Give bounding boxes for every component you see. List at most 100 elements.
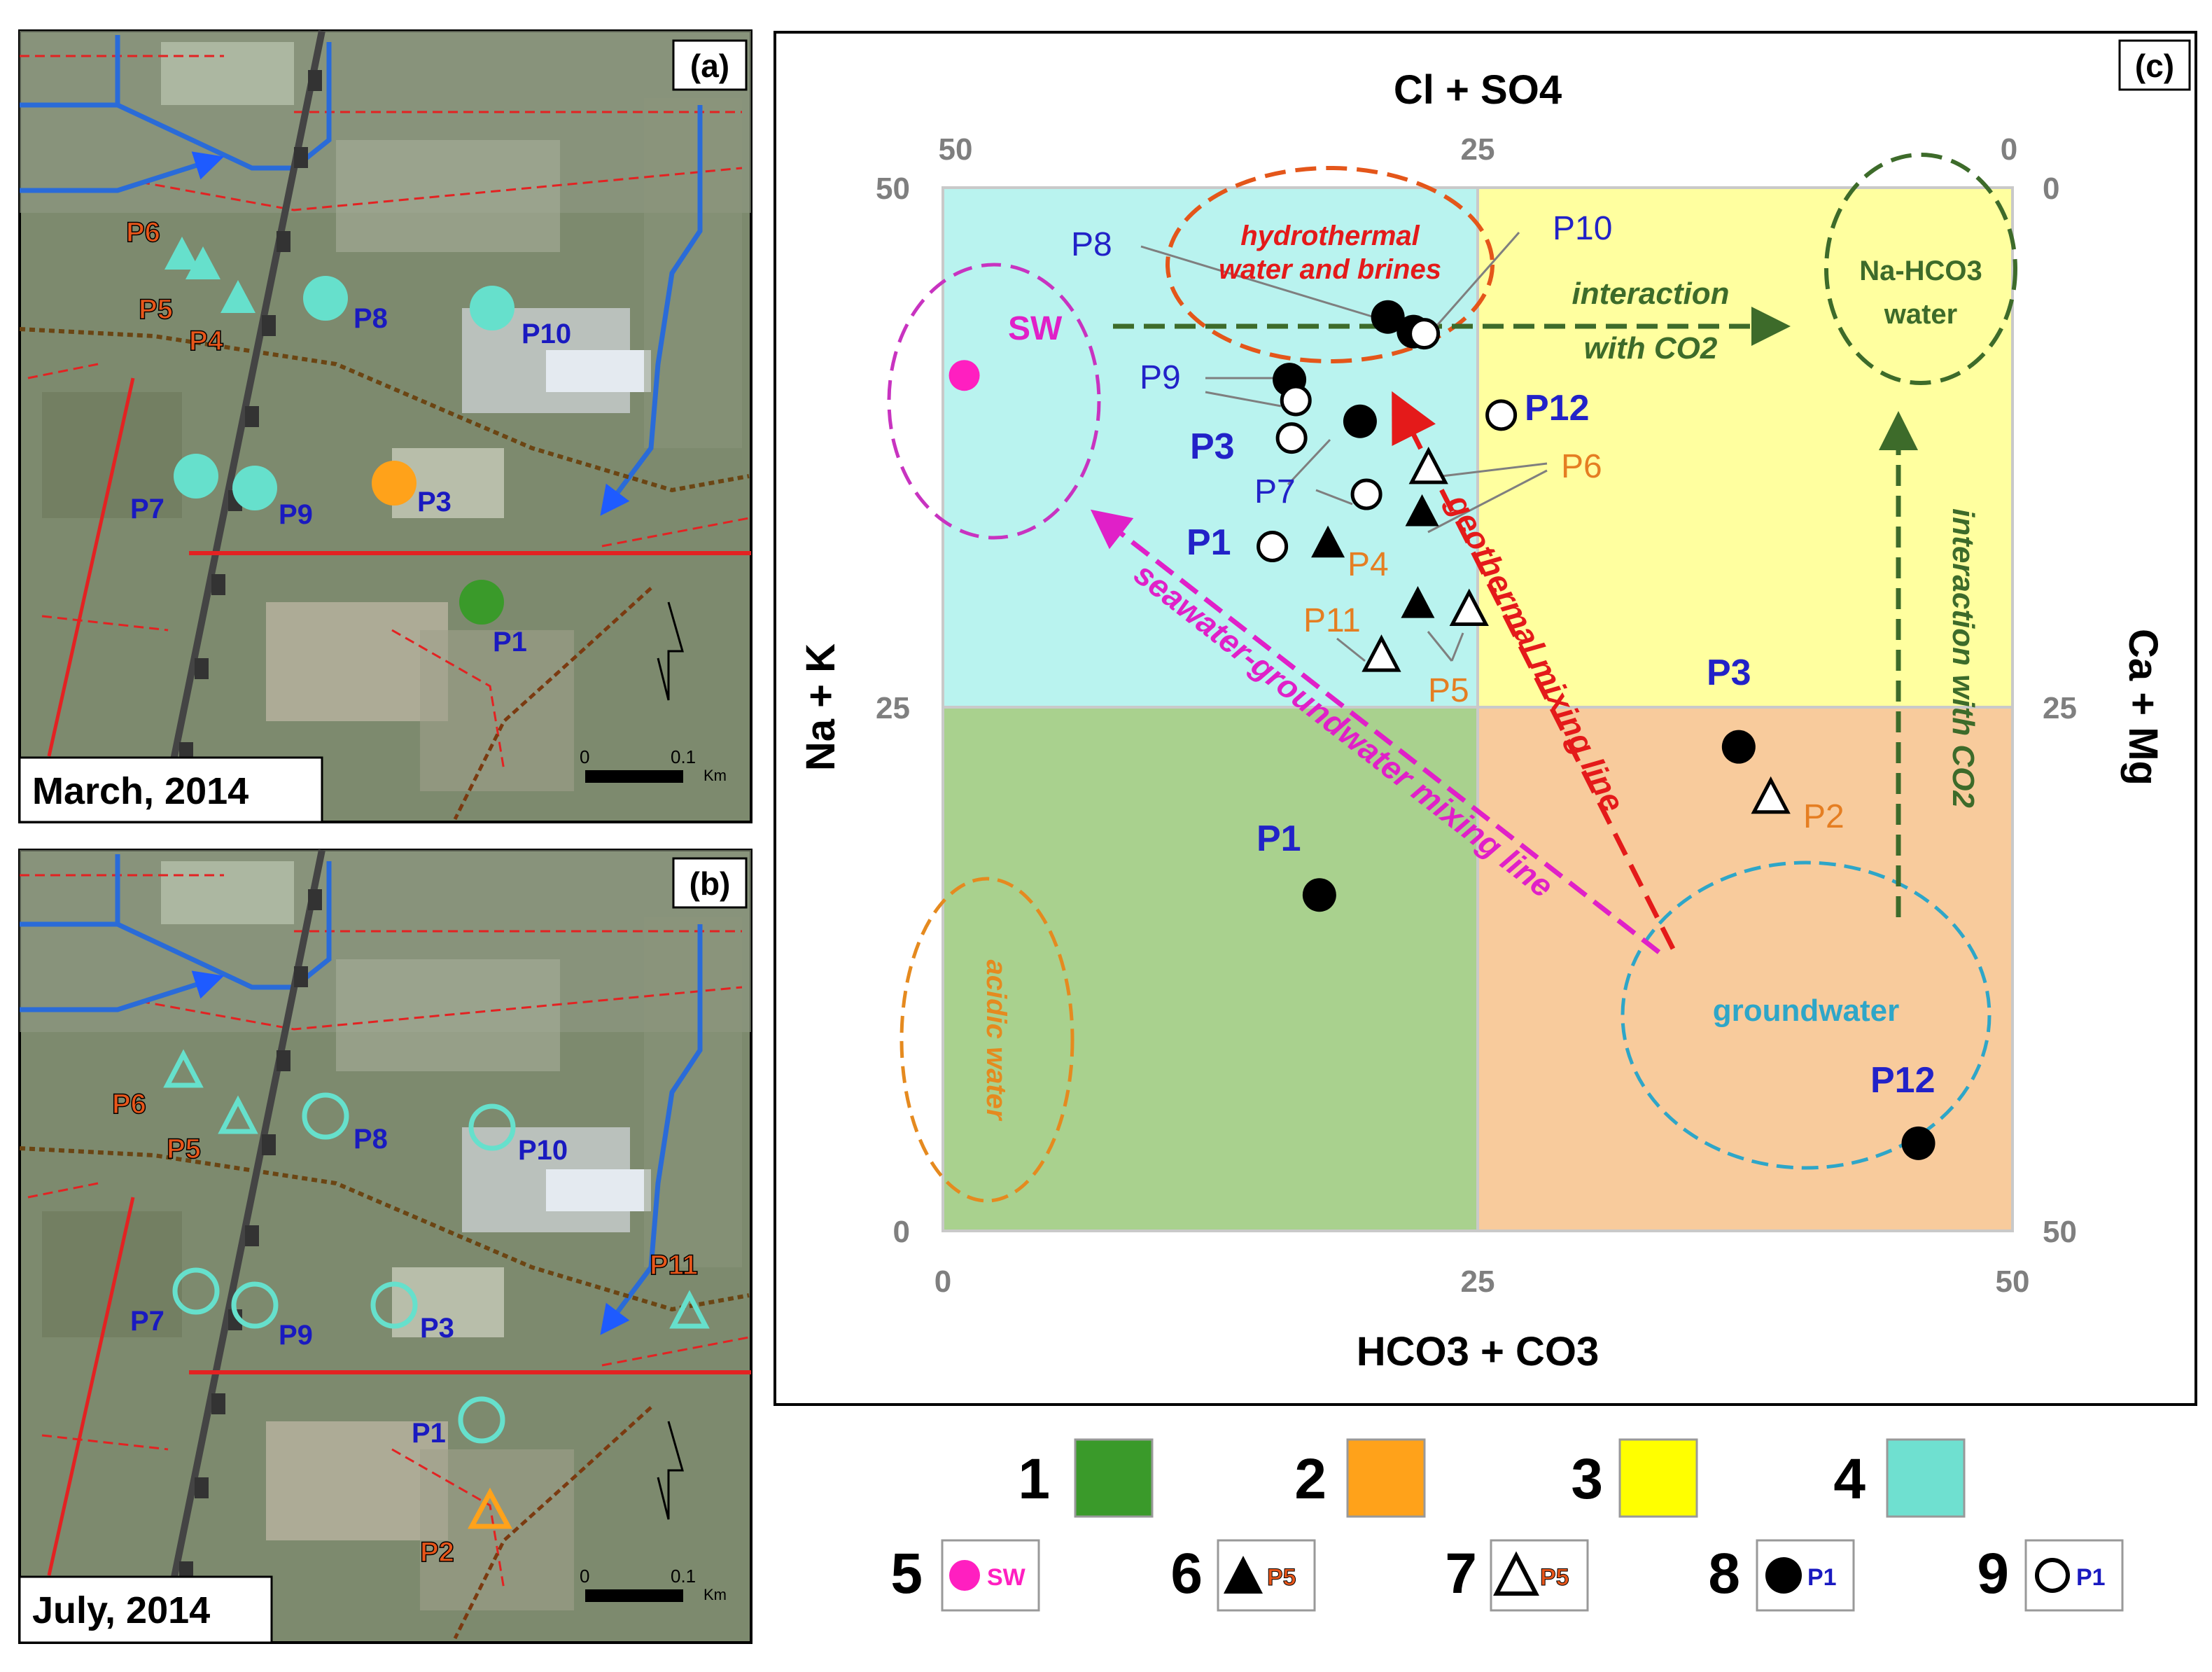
map-point-p9	[231, 1281, 279, 1329]
svg-text:P1: P1	[1807, 1564, 1837, 1591]
map-label-p7: P7	[130, 494, 164, 524]
data-point-p12-circle-open	[1485, 399, 1518, 431]
svg-text:groundwater: groundwater	[1713, 994, 1899, 1028]
map-point-p6	[163, 1049, 204, 1088]
map-point-p6	[164, 237, 200, 270]
scale-bar: 0 0.1 Km	[580, 746, 727, 784]
svg-text:50: 50	[1996, 1265, 2030, 1299]
map-label-p6: P6	[112, 1089, 146, 1120]
sw-ellipse	[887, 263, 1101, 540]
data-point-p3-circle-filled	[1343, 404, 1377, 438]
label-sw: SW	[1008, 310, 1063, 347]
seawater-mixing-arrow	[1090, 509, 1661, 954]
label-p1: P1	[1186, 522, 1231, 563]
map-point-p7	[172, 1267, 220, 1315]
svg-text:Na-HCO3: Na-HCO3	[1859, 256, 1982, 286]
label-p7: P7	[1254, 473, 1296, 510]
svg-text:9: 9	[1977, 1542, 2009, 1605]
map-label-p8: P8	[354, 1124, 388, 1155]
north-arrow-icon	[657, 601, 684, 701]
data-point-p8-circle-filled	[1371, 300, 1405, 334]
axis-title-right: Ca + Mg	[2120, 629, 2166, 786]
map-panel-a: 0 0.1 Km (a) March, 2014 P6 P5 P4 P8 P10	[18, 29, 752, 823]
data-point-p1-circle-filled	[1302, 878, 1336, 912]
data-point-p1-circle-open	[1256, 531, 1289, 563]
map-point-p9	[232, 466, 277, 510]
svg-text:0: 0	[580, 746, 589, 767]
axis-title-top: Cl + SO4	[1394, 67, 1562, 113]
label-p10: P10	[1553, 210, 1612, 247]
map-point-p1	[458, 1396, 505, 1444]
label-p5: P5	[1428, 672, 1469, 709]
scale-bar: 0 0.1 Km	[580, 1566, 727, 1603]
data-point-p2-triangle-open	[1751, 776, 1791, 814]
svg-text:P5: P5	[1540, 1564, 1569, 1591]
svg-text:interaction: interaction	[1572, 277, 1730, 311]
map-point-p7	[174, 454, 218, 499]
svg-text:SW: SW	[987, 1564, 1026, 1591]
map-point-p10	[468, 1103, 516, 1151]
map-label-p1: P1	[412, 1418, 446, 1449]
svg-text:0.1: 0.1	[671, 746, 696, 767]
svg-text:50: 50	[939, 132, 973, 167]
data-point-sw-sw	[948, 360, 980, 391]
map-point-p8	[303, 276, 348, 321]
map-point-p3	[372, 461, 416, 506]
svg-text:0: 0	[893, 1215, 910, 1249]
data-point-p5-triangle-open	[1449, 588, 1489, 627]
label-p4: P4	[1348, 546, 1389, 583]
svg-text:0.1: 0.1	[671, 1566, 696, 1587]
label-p2: P2	[1803, 798, 1844, 835]
map-point-p4	[220, 280, 255, 313]
label-p12-lower: P12	[1870, 1060, 1935, 1101]
data-point-p6-triangle-filled	[1405, 494, 1439, 527]
svg-text:8: 8	[1708, 1542, 1740, 1605]
data-point-p10-circle-open	[1408, 318, 1441, 350]
date-label-a: March, 2014	[32, 770, 248, 812]
map-b-labels: P6 P5 P8 P10 P11 P7 P9 P3 P1 P2	[111, 1088, 698, 1568]
map-point-p2	[468, 1487, 512, 1529]
quadrant-3	[1478, 188, 2012, 707]
map-label-p10: P10	[518, 1135, 568, 1166]
map-a-markers	[164, 237, 514, 625]
svg-text:Km: Km	[704, 1586, 727, 1603]
label-p1-lower: P1	[1256, 818, 1301, 859]
map-point-p5	[218, 1095, 258, 1134]
svg-text:6: 6	[1170, 1542, 1203, 1605]
axis-title-bottom: HCO3 + CO3	[1357, 1329, 1600, 1374]
label-p3-lower: P3	[1707, 653, 1751, 693]
svg-text:25: 25	[876, 691, 910, 725]
map-point-p11	[669, 1290, 710, 1329]
map-point-p5	[186, 246, 220, 279]
data-point-p12-circle-filled	[1901, 1126, 1935, 1160]
svg-text:acidic water: acidic water	[981, 959, 1011, 1121]
leader-lines	[1140, 232, 1548, 662]
data-point-p3-circle-open	[1275, 422, 1308, 454]
svg-text:25: 25	[2043, 691, 2077, 725]
tick-labels: 0 25 50 50 25 0 0 25 50 50 25 0	[876, 132, 2077, 1299]
na-hco3-ellipse	[1824, 153, 2017, 385]
map-point-p10	[470, 286, 514, 330]
label-p3: P3	[1190, 426, 1235, 467]
svg-text:water: water	[1884, 299, 1958, 330]
svg-text:interaction with CO2: interaction with CO2	[1946, 508, 1980, 808]
axis-title-left: Na + K	[798, 643, 844, 771]
map-a-labels: P6 P5 P4 P8 P10 P7 P9 P3 P1	[125, 216, 571, 657]
data-point-p11-triangle-open	[1362, 634, 1401, 672]
svg-text:water and brines: water and brines	[1219, 254, 1441, 285]
map-point-p3	[370, 1281, 418, 1329]
label-p6: P6	[1561, 448, 1602, 485]
north-arrow-icon	[657, 1421, 684, 1520]
data-point-p4-triangle-filled	[1311, 525, 1345, 558]
map-b-markers	[163, 1049, 710, 1529]
groundwater-ellipse	[1620, 861, 1991, 1170]
panel-label-a: (a)	[690, 48, 729, 84]
map-panel-b: 0 0.1 Km (b) July, 2014 P6 P5 P8 P10 P11…	[18, 849, 752, 1644]
panel-label-b: (b)	[690, 865, 731, 902]
svg-text:with CO2: with CO2	[1584, 331, 1718, 365]
data-point-p9-circle-open	[1280, 384, 1312, 417]
map-label-p1: P1	[493, 627, 527, 657]
map-point-p1	[459, 580, 504, 625]
svg-text:25: 25	[1461, 1265, 1495, 1299]
svg-text:P5: P5	[1267, 1564, 1296, 1591]
